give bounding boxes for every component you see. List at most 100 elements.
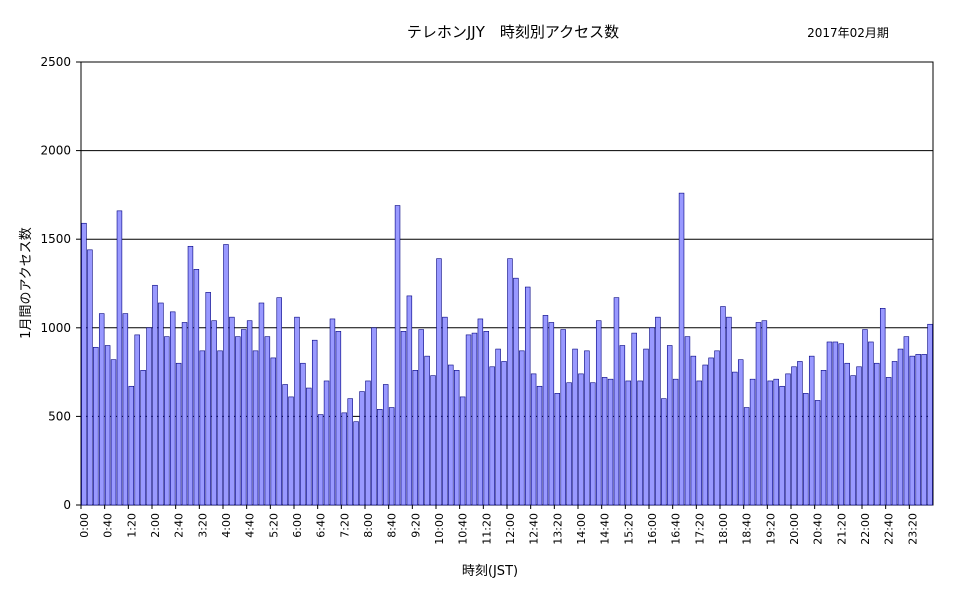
bar bbox=[767, 380, 774, 506]
x-tick-label: 3:20 bbox=[196, 513, 209, 538]
bar bbox=[377, 409, 383, 506]
bar bbox=[927, 323, 933, 506]
x-tick-label: 0:40 bbox=[102, 513, 115, 538]
bar bbox=[631, 332, 637, 506]
bar bbox=[382, 384, 389, 506]
bar bbox=[288, 396, 294, 506]
bar bbox=[359, 391, 365, 506]
x-axis-ticks: 0:00 0:40 1:20 2:00 2:40 3:20 4:00 4:40 5:20 6:00… bbox=[78, 505, 919, 545]
bar bbox=[708, 357, 714, 506]
bar bbox=[743, 407, 750, 506]
bar bbox=[258, 302, 265, 506]
bar bbox=[477, 318, 484, 506]
x-tick-label: 19:20 bbox=[764, 513, 777, 545]
bar bbox=[814, 400, 821, 506]
x-tick-label: 13:20 bbox=[551, 513, 564, 545]
y-tick-label: 500 bbox=[48, 409, 71, 423]
bar bbox=[235, 336, 241, 506]
bar bbox=[773, 378, 779, 506]
bar bbox=[394, 205, 401, 506]
bars bbox=[81, 192, 933, 506]
bar bbox=[572, 348, 578, 506]
bar bbox=[140, 370, 146, 506]
bar bbox=[211, 320, 217, 506]
y-tick-label: 1500 bbox=[40, 232, 71, 246]
bar bbox=[566, 382, 572, 506]
bar bbox=[93, 346, 99, 506]
bar bbox=[152, 284, 158, 506]
bar bbox=[436, 258, 442, 506]
bar bbox=[542, 315, 549, 506]
bar bbox=[199, 350, 206, 506]
bar bbox=[306, 387, 312, 506]
bar bbox=[791, 366, 797, 506]
bar bbox=[524, 286, 531, 506]
bar bbox=[229, 316, 235, 506]
x-tick-label: 12:00 bbox=[504, 513, 517, 545]
y-tick-label: 2000 bbox=[40, 144, 71, 158]
bar bbox=[335, 331, 342, 506]
bar bbox=[613, 297, 620, 506]
bar bbox=[903, 336, 910, 506]
bar bbox=[856, 366, 862, 506]
x-tick-label: 7:20 bbox=[338, 513, 351, 538]
bar bbox=[536, 385, 543, 506]
bar bbox=[548, 322, 555, 506]
bar bbox=[181, 322, 188, 506]
bar bbox=[519, 350, 525, 506]
bar bbox=[276, 297, 282, 506]
bar bbox=[601, 377, 608, 506]
bar bbox=[737, 359, 744, 506]
bar bbox=[205, 292, 211, 506]
bar bbox=[844, 362, 850, 506]
x-tick-label: 1:20 bbox=[125, 513, 138, 538]
bar bbox=[714, 350, 720, 506]
bar bbox=[246, 320, 253, 506]
x-tick-label: 22:40 bbox=[883, 513, 896, 545]
bar bbox=[879, 308, 886, 506]
x-tick-label: 10:00 bbox=[433, 513, 446, 545]
bar bbox=[862, 329, 868, 506]
bar bbox=[169, 311, 176, 506]
bar bbox=[400, 331, 407, 506]
bar bbox=[755, 322, 762, 506]
bar bbox=[838, 343, 845, 506]
bar bbox=[761, 320, 768, 506]
chart-title: テレホンJJY 時刻別アクセス数 bbox=[407, 23, 619, 41]
bar bbox=[578, 373, 584, 506]
bar bbox=[595, 320, 602, 506]
bar bbox=[779, 385, 785, 506]
bar bbox=[134, 334, 140, 506]
y-tick-label: 2500 bbox=[40, 55, 71, 69]
bar bbox=[388, 407, 395, 506]
bar bbox=[868, 341, 874, 506]
bar bbox=[282, 384, 288, 506]
bar bbox=[885, 377, 892, 506]
bar bbox=[560, 329, 566, 506]
bar bbox=[430, 375, 436, 506]
bar bbox=[406, 295, 413, 506]
bar bbox=[619, 345, 626, 506]
x-tick-label: 18:00 bbox=[717, 513, 730, 545]
bar bbox=[661, 398, 667, 506]
bar bbox=[193, 269, 200, 506]
bar bbox=[448, 364, 454, 506]
bar bbox=[554, 393, 561, 506]
bar bbox=[720, 306, 726, 506]
y-tick-label: 0 bbox=[63, 498, 71, 512]
bar bbox=[732, 371, 738, 506]
x-tick-label: 17:20 bbox=[693, 513, 706, 545]
x-tick-label: 9:20 bbox=[409, 513, 422, 538]
bar bbox=[323, 380, 330, 506]
bar bbox=[87, 249, 93, 506]
bar bbox=[365, 380, 371, 506]
bar bbox=[637, 380, 643, 506]
bar bbox=[175, 362, 182, 506]
bar bbox=[874, 362, 880, 506]
bar bbox=[270, 357, 277, 506]
bar bbox=[803, 393, 809, 506]
bar bbox=[442, 316, 448, 506]
bar bbox=[240, 329, 247, 506]
bar bbox=[98, 313, 105, 506]
x-tick-label: 12:40 bbox=[528, 513, 541, 545]
